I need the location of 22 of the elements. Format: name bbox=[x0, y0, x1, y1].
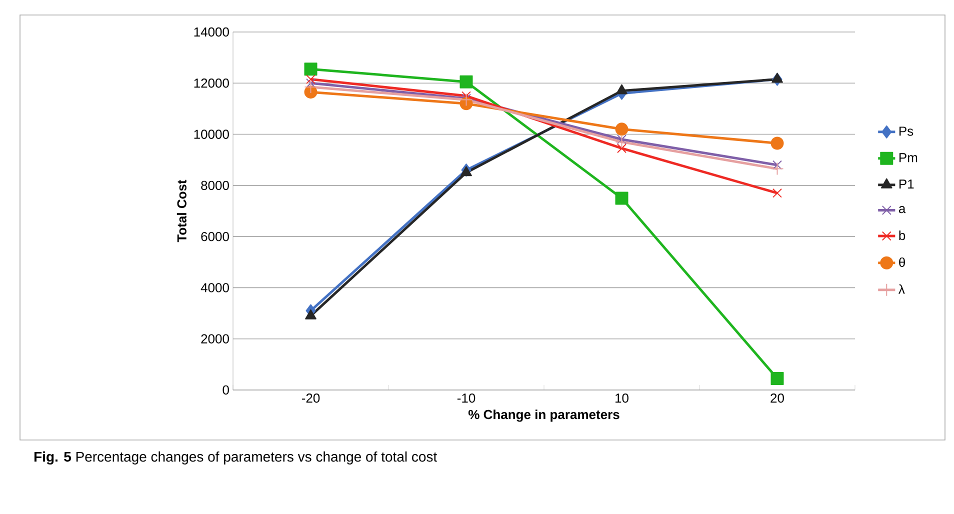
x-tick-label: 20 bbox=[770, 394, 784, 403]
x-tick-label: -20 bbox=[302, 394, 320, 403]
text: Fig. 5 Percentage changes of parameters vs change of total cost bbox=[34, 451, 438, 465]
y-tick-label: 6000 bbox=[201, 232, 229, 242]
y-axis-title: Total Cost bbox=[176, 180, 186, 242]
legend-label: Ps bbox=[899, 126, 914, 136]
legend-label: b bbox=[899, 230, 906, 240]
legend-label: a bbox=[898, 206, 906, 214]
y-tick-label: 10000 bbox=[194, 130, 229, 139]
y-tick-label: 12000 bbox=[194, 78, 229, 88]
y-tick-label: 4000 bbox=[200, 283, 229, 292]
legend-label: λ bbox=[898, 284, 905, 294]
legend-label: θ bbox=[899, 257, 905, 267]
y-tick-label: 8000 bbox=[201, 180, 229, 190]
x-axis-title: % Change in parameters bbox=[468, 410, 620, 422]
x-tick-label: 10 bbox=[616, 394, 628, 403]
y-tick-label: 14000 bbox=[194, 27, 229, 37]
x-tick-label: -10 bbox=[457, 394, 476, 403]
y-tick-label: 2000 bbox=[201, 334, 229, 344]
legend-label: P1 bbox=[899, 180, 914, 189]
y-tick-label: 0 bbox=[222, 385, 229, 395]
legend-label: Pm bbox=[899, 153, 918, 162]
